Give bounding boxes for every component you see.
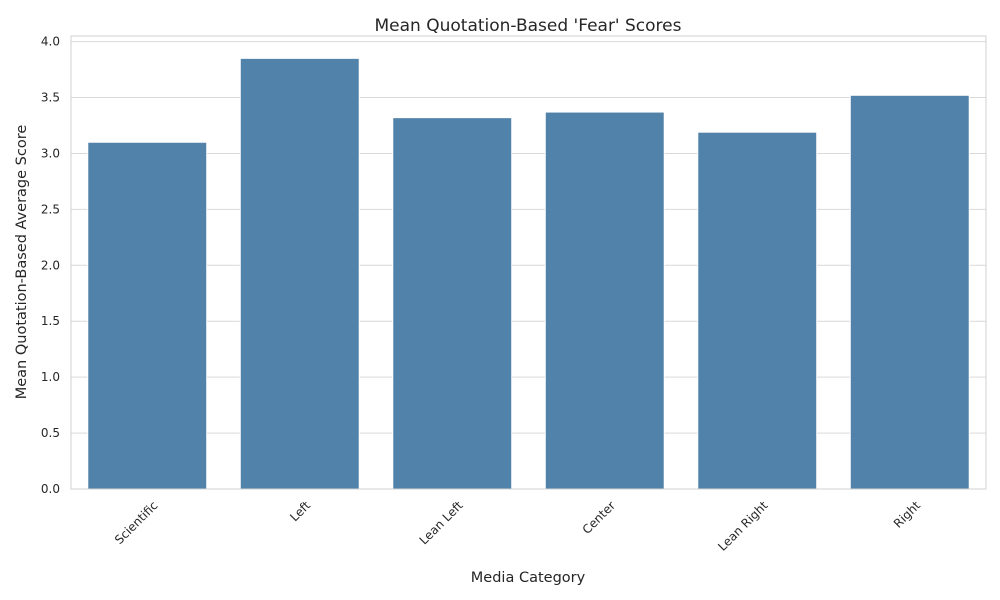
bar-scientific <box>87 141 208 490</box>
x-tick-label: Right <box>891 498 923 530</box>
y-tick-label: 4.0 <box>41 35 60 49</box>
x-axis-label: Media Category <box>471 570 586 586</box>
y-axis-label: Mean Quotation-Based Average Score <box>14 125 30 400</box>
x-tick-label: Left <box>287 498 313 524</box>
y-tick-label: 2.5 <box>41 202 60 216</box>
bar-right <box>849 94 970 490</box>
y-tick-label: 2.0 <box>41 258 60 272</box>
x-tick-label: Center <box>580 498 619 537</box>
x-tick-label: Scientific <box>112 498 161 547</box>
bar-lean-right <box>697 131 818 490</box>
y-tick-labels: 0.0 0.5 1.0 1.5 2.0 2.5 3.0 3.5 4.0 <box>41 35 60 496</box>
x-tick-label: Lean Right <box>715 498 771 554</box>
x-tick-labels: Scientific Left Lean Left Center Lean Right R… <box>112 498 923 554</box>
y-tick-label: 3.5 <box>41 91 60 105</box>
chart-title: Mean Quotation-Based 'Fear' Scores <box>375 16 682 36</box>
bar-lean-left <box>392 117 513 490</box>
y-tick-label: 3.0 <box>41 146 60 160</box>
y-tick-label: 0.5 <box>41 426 60 440</box>
y-tick-label: 1.0 <box>41 370 60 384</box>
y-tick-label: 1.5 <box>41 314 60 328</box>
bars <box>87 57 970 490</box>
plot-frame <box>70 35 987 490</box>
bar-left <box>239 57 360 490</box>
bar-center <box>544 111 665 490</box>
y-tick-label: 0.0 <box>41 482 60 496</box>
x-tick-label: Lean Left <box>417 498 466 547</box>
gridlines <box>71 41 986 490</box>
